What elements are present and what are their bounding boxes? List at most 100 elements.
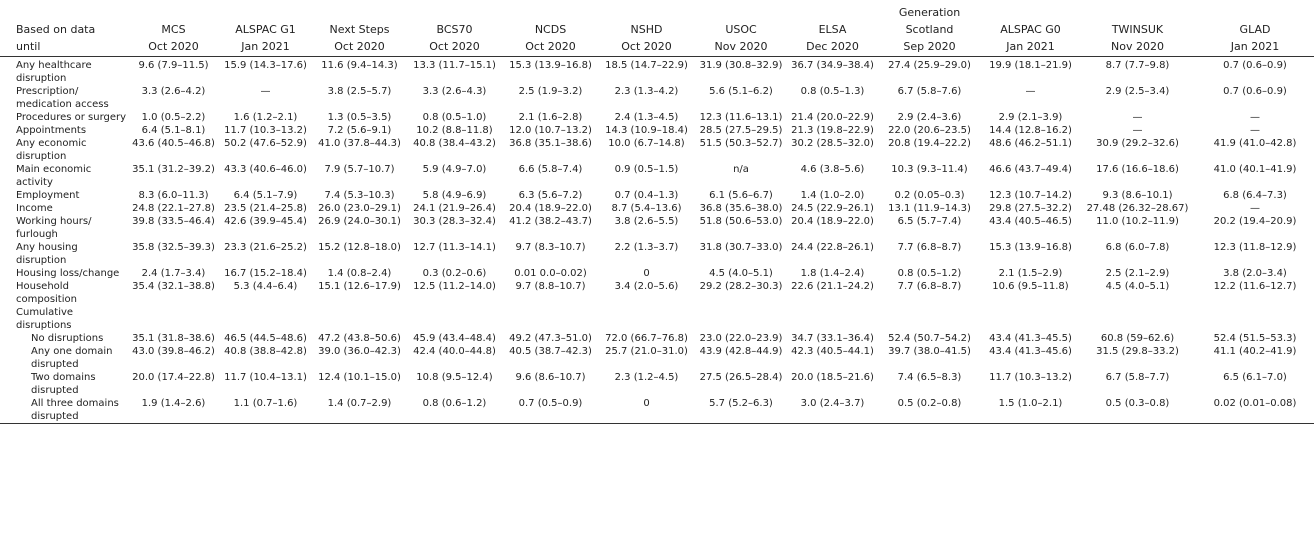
table-cell: 31.8 (30.7–33.0): [699, 242, 783, 253]
table-cell: 15.2 (12.8–18.0): [318, 242, 401, 253]
table-cell: 27.48 (26.32–28.67): [1086, 203, 1189, 214]
table-cell: —: [1132, 125, 1143, 136]
table-cell: 2.5 (1.9–3.2): [518, 86, 583, 97]
table-cell: 34.7 (33.1–36.4): [791, 333, 874, 344]
table-cell: 15.1 (12.6–17.9): [318, 281, 401, 292]
row-label: Housing loss/change: [16, 268, 120, 279]
table-cell: [407, 306, 502, 332]
table-cell: 0.3 (0.2–0.6): [422, 268, 487, 279]
table-cell: 42.4 (40.0–44.8): [413, 346, 496, 357]
table-cell: 23.5 (21.4–25.8): [224, 203, 307, 214]
table-row: Appointments 6.4 (5.1–8.1) 11.7 (10.3–13.2…: [0, 124, 1314, 137]
table-cell: 8.3 (6.0–11.3): [138, 190, 209, 201]
table-cell: 0.8 (0.6–1.2): [422, 398, 487, 409]
table-cell: 1.4 (1.0–2.0): [800, 190, 865, 201]
table-cell: 4.6 (3.8–5.6): [800, 164, 865, 175]
table-cell: 2.3 (1.2–4.5): [614, 372, 679, 383]
row-label: Any housing disruption: [16, 242, 78, 266]
table-cell: 50.2 (47.6–52.9): [224, 138, 307, 149]
table-cell: 35.1 (31.2–39.2): [132, 164, 215, 175]
table-cell: 43.3 (40.6–46.0): [224, 164, 307, 175]
table-cell: 7.4 (6.5–8.3): [897, 372, 962, 383]
table-cell: 23.3 (21.6–25.2): [224, 242, 307, 253]
table-cell: 24.1 (21.9–26.4): [413, 203, 496, 214]
row-label: Procedures or surgery: [16, 112, 127, 123]
table-cell: 31.9 (30.8–32.9): [699, 60, 783, 71]
table-cell: 3.3 (2.6–4.2): [141, 86, 206, 97]
table-cell: 7.7 (6.8–8.7): [897, 242, 962, 253]
table-cell: 43.0 (39.8–46.2): [132, 346, 215, 357]
table-cell: 6.6 (5.8–7.4): [518, 164, 583, 175]
table-cell: 9.6 (8.6–10.7): [515, 372, 586, 383]
table-cell: 45.9 (43.4–48.4): [413, 333, 496, 344]
table-cell: 0: [643, 398, 650, 409]
table-cell: 41.0 (40.1–41.9): [1213, 164, 1297, 175]
table-cell: 6.7 (5.8–7.6): [897, 86, 962, 97]
table-row: Any one domain disrupted 43.0 (39.8–46.2)…: [0, 345, 1314, 371]
table-cell: —: [260, 86, 271, 97]
table-cell: 47.2 (43.8–50.6): [318, 333, 401, 344]
row-label: Prescription/ medication access: [16, 86, 109, 110]
row-label: Appointments: [16, 125, 87, 136]
table-cell: 15.9 (14.3–17.6): [224, 60, 307, 71]
table-row: Employment 8.3 (6.0–11.3) 6.4 (5.1–7.9) 7.4…: [0, 189, 1314, 202]
table-cell: [788, 306, 877, 332]
table-row: Any healthcare disruption 9.6 (7.9–11.5) 1…: [0, 57, 1314, 86]
row-label: Income: [16, 203, 53, 214]
table-cell: 43.4 (41.3–45.6): [989, 346, 1072, 357]
table-cell: 40.8 (38.8–42.8): [224, 346, 307, 357]
table-cell: 0.8 (0.5–1.3): [800, 86, 865, 97]
table-cell: 30.2 (28.5–32.0): [791, 138, 874, 149]
table-cell: 3.8 (2.6–5.5): [614, 216, 679, 227]
table-cell: 1.0 (0.5–2.2): [141, 112, 206, 123]
table-cell: 49.2 (47.3–51.0): [509, 333, 592, 344]
table-cell: 1.4 (0.8–2.4): [327, 268, 392, 279]
table-cell: 2.4 (1.3–4.5): [614, 112, 679, 123]
table-cell: 12.0 (10.7–13.2): [509, 125, 592, 136]
table-cell: 8.7 (7.7–9.8): [1105, 60, 1170, 71]
table-cell: 0.8 (0.5–1.2): [897, 268, 962, 279]
table-cell: 11.6 (9.4–14.3): [321, 60, 398, 71]
table-cell: 6.1 (5.6–6.7): [709, 190, 773, 201]
table-cell: 20.0 (18.5–21.6): [791, 372, 874, 383]
table-cell: 0.7 (0.5–0.9): [518, 398, 583, 409]
row-label: Any healthcare disruption: [16, 60, 92, 84]
col-header-next-steps: Next Steps Oct 2020: [312, 0, 407, 57]
col-header-nshd: NSHD Oct 2020: [599, 0, 694, 57]
table-cell: 0.01 0.0–0.02): [514, 268, 587, 279]
table-cell: 3.8 (2.5–5.7): [327, 86, 392, 97]
table-cell: 27.4 (25.9–29.0): [888, 60, 971, 71]
table-cell: 1.4 (0.7–2.9): [327, 398, 392, 409]
table-row: Any economic disruption 43.6 (40.5–46.8) 5…: [0, 137, 1314, 163]
table-cell: [982, 306, 1079, 332]
table-cell: 25.7 (21.0–31.0): [605, 346, 688, 357]
table-cell: 41.0 (37.8–44.3): [318, 138, 401, 149]
table-cell: 20.8 (19.4–22.2): [888, 138, 971, 149]
disruption-table: Based on data until MCS Oct 2020 ALSPAC G1…: [0, 0, 1314, 424]
table-cell: 2.9 (2.4–3.6): [897, 112, 962, 123]
table-cell: 7.9 (5.7–10.7): [324, 164, 395, 175]
table-cell: 11.7 (10.3–13.2): [989, 372, 1072, 383]
row-label: Any one domain disrupted: [31, 346, 113, 370]
table-cell: 29.8 (27.5–32.2): [989, 203, 1072, 214]
table-cell: 10.6 (9.5–11.8): [992, 281, 1069, 292]
row-label: All three domains disrupted: [31, 398, 119, 422]
table-cell: 19.9 (18.1–21.9): [989, 60, 1072, 71]
table-cell: 36.8 (35.6–38.0): [699, 203, 783, 214]
table-cell: 46.5 (44.5–48.6): [224, 333, 307, 344]
table-cell: 48.6 (46.2–51.1): [989, 138, 1072, 149]
table-cell: 6.5 (6.1–7.0): [1223, 372, 1287, 383]
table-cell: 6.7 (5.8–7.7): [1105, 372, 1170, 383]
table-cell: 11.7 (10.3–13.2): [224, 125, 307, 136]
header-label: Based on data until: [0, 0, 128, 57]
table-cell: [1079, 306, 1196, 332]
table-cell: 12.5 (11.2–14.0): [413, 281, 496, 292]
table-cell: 0.5 (0.2–0.8): [897, 398, 962, 409]
table-cell: 23.0 (22.0–23.9): [699, 333, 783, 344]
table-cell: 14.3 (10.9–18.4): [605, 125, 688, 136]
table-cell: 15.3 (13.9–16.8): [509, 60, 592, 71]
table-cell: 18.5 (14.7–22.9): [605, 60, 688, 71]
table-cell: 26.0 (23.0–29.1): [318, 203, 401, 214]
table-cell: 14.4 (12.8–16.2): [989, 125, 1072, 136]
header-row: Based on data until MCS Oct 2020 ALSPAC G1…: [0, 0, 1314, 57]
